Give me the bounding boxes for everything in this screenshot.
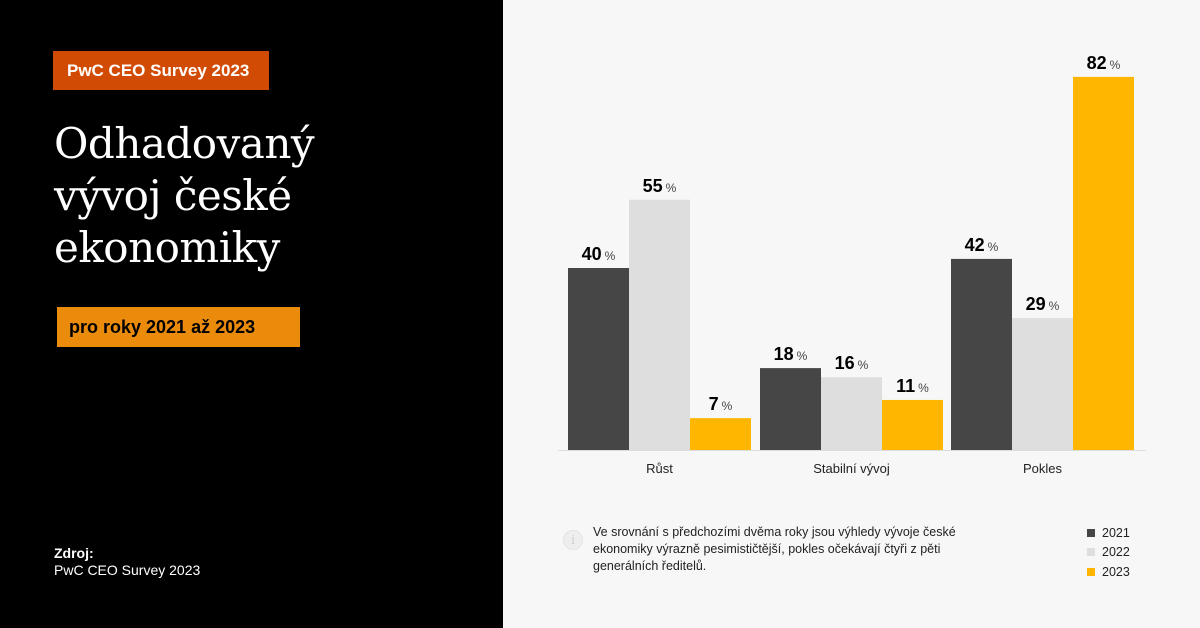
bar-2021	[951, 258, 1012, 450]
data-label-value: 82	[1087, 53, 1107, 73]
data-label-unit: %	[988, 240, 999, 254]
bar-2022	[629, 199, 690, 450]
bar-2021	[568, 268, 629, 450]
source-label: Zdroj:	[54, 545, 94, 561]
source: Zdroj: PwC CEO Survey 2023	[54, 545, 200, 579]
data-label-unit: %	[666, 181, 677, 195]
title-line: ekonomiky	[54, 223, 280, 272]
page-title: Odhadovaný vývoj české ekonomiky	[54, 118, 315, 274]
bar-2022	[821, 377, 882, 450]
data-label: 82%	[1087, 53, 1121, 73]
info-icon: i	[563, 530, 583, 550]
legend-swatch	[1087, 528, 1095, 537]
data-label-unit: %	[722, 399, 733, 413]
category-label: Růst	[646, 461, 673, 476]
data-label: 18%	[774, 344, 808, 364]
data-label-value: 7	[709, 394, 719, 414]
legend-item-2023: 2023	[1087, 562, 1130, 582]
data-label-value: 40	[582, 244, 602, 264]
legend-label: 2021	[1102, 525, 1130, 540]
data-label-unit: %	[605, 249, 616, 263]
legend-swatch	[1087, 548, 1095, 557]
data-label-unit: %	[858, 358, 869, 372]
data-label: 16%	[835, 353, 869, 373]
data-label: 55%	[643, 176, 677, 196]
category-label: Pokles	[1023, 461, 1063, 476]
data-label-unit: %	[1049, 299, 1060, 313]
bar-2023	[882, 399, 943, 450]
years-badge: pro roky 2021 až 2023	[57, 307, 300, 347]
bar-2023	[690, 418, 751, 450]
data-label: 11%	[896, 376, 929, 396]
bar-2021	[760, 368, 821, 450]
data-label: 42%	[965, 235, 999, 255]
legend-item-2022: 2022	[1087, 543, 1130, 563]
left-panel: PwC CEO Survey 2023 Odhadovaný vývoj čes…	[0, 0, 503, 628]
title-line: Odhadovaný	[54, 119, 315, 168]
data-label-value: 29	[1026, 294, 1046, 314]
source-value: PwC CEO Survey 2023	[54, 562, 201, 578]
data-label-value: 16	[835, 353, 855, 373]
data-label: 7%	[709, 394, 733, 414]
legend-item-2021: 2021	[1087, 523, 1130, 543]
data-label-value: 42	[965, 235, 985, 255]
survey-badge: PwC CEO Survey 2023	[53, 51, 269, 90]
legend: 2021 2022 2023	[1087, 523, 1130, 582]
legend-label: 2023	[1102, 564, 1130, 579]
data-label: 40%	[582, 244, 616, 264]
data-label-value: 55	[643, 176, 663, 196]
data-label-value: 11	[896, 376, 915, 396]
legend-label: 2022	[1102, 545, 1130, 560]
category-label: Stabilní vývoj	[813, 461, 890, 476]
title-line: vývoj české	[54, 171, 292, 220]
bar-2023	[1073, 76, 1134, 451]
data-label-unit: %	[1110, 58, 1121, 72]
note-text: Ve srovnání s předchozími dvěma roky jso…	[593, 525, 956, 573]
data-label-unit: %	[918, 381, 929, 395]
legend-swatch	[1087, 567, 1095, 576]
data-label: 29%	[1026, 294, 1060, 314]
bar-2022	[1012, 318, 1073, 450]
data-label-value: 18	[774, 344, 794, 364]
data-label-unit: %	[797, 349, 808, 363]
